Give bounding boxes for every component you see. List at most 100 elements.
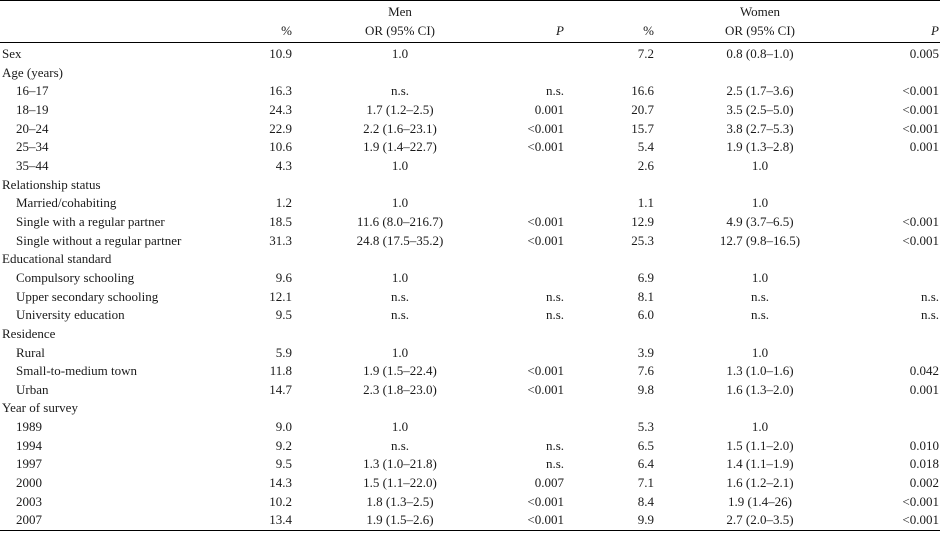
men-or-cell: 1.0 [391, 344, 409, 360]
header-blank [500, 1, 568, 22]
header-women-pct: % [568, 21, 662, 43]
table-row: Rural 5.9 1.0 3.9 1.0 [0, 344, 940, 363]
men-or-cell: 2.2 (1.6–23.1) [363, 120, 437, 136]
table-row: 18–19 24.3 1.7 (1.2–2.5) 0.001 20.7 3.5 (2.5–… [0, 101, 940, 120]
men-percent-cell [236, 176, 300, 195]
men-or-cell [300, 176, 500, 195]
table-row: 35–44 4.3 1.0 2.6 1.0 [0, 157, 940, 176]
men-percent-cell: 9.5 [275, 456, 292, 472]
men-percent-cell: 18.5 [269, 213, 292, 229]
men-percent-cell: 14.3 [269, 475, 292, 491]
men-or-cell [300, 325, 500, 344]
men-p-cell: <0.001 [527, 363, 564, 379]
men-percent-cell: 10.9 [269, 45, 292, 61]
men-percent-cell: 14.7 [269, 381, 292, 397]
men-percent-cell: 10.2 [269, 493, 292, 509]
women-or-cell: 4.9 (3.7–6.5) [726, 213, 794, 229]
women-or-cell: n.s. [750, 288, 770, 304]
row-label: Single with a regular partner [16, 213, 165, 229]
header-blank [858, 1, 940, 22]
women-p-cell [858, 399, 940, 418]
men-p-cell [500, 64, 568, 83]
men-or-cell: n.s. [390, 437, 410, 453]
women-percent-cell [568, 325, 662, 344]
men-p-cell: <0.001 [527, 232, 564, 248]
women-p-cell [858, 250, 940, 269]
women-p-cell: <0.001 [902, 493, 939, 509]
women-or-cell: 0.8 (0.8–1.0) [726, 45, 794, 61]
women-percent-cell: 16.6 [631, 83, 654, 99]
row-label: 2000 [16, 475, 42, 491]
women-or-cell [662, 250, 858, 269]
row-label: 16–17 [16, 83, 49, 99]
men-percent-cell: 10.6 [269, 139, 292, 155]
men-or-cell: 1.9 (1.5–2.6) [300, 511, 500, 532]
women-or-cell: 1.4 (1.1–1.9) [726, 456, 794, 472]
men-percent-cell [236, 250, 300, 269]
women-or-cell [662, 176, 858, 195]
men-percent-cell [236, 64, 300, 83]
men-p-cell: n.s. [545, 307, 564, 323]
row-label: Educational standard [2, 251, 112, 267]
women-percent-cell: 3.9 [637, 344, 654, 360]
women-percent-cell: 25.3 [631, 232, 654, 248]
women-p-cell [858, 344, 940, 363]
women-p-cell [858, 64, 940, 83]
women-or-cell: 3.8 (2.7–5.3) [726, 120, 794, 136]
table-row: 20–24 22.9 2.2 (1.6–23.1) <0.001 15.7 3.8 (2.… [0, 120, 940, 139]
header-group-row: Men Women [0, 0, 940, 22]
men-percent-cell [236, 325, 300, 344]
men-or-cell: 1.9 (1.4–22.7) [363, 139, 437, 155]
men-p-cell [500, 176, 568, 195]
women-percent-cell: 5.3 [637, 419, 654, 435]
women-or-cell: 12.7 (9.8–16.5) [719, 232, 801, 248]
header-men-p: P [500, 21, 568, 43]
women-percent-cell: 15.7 [631, 120, 654, 136]
women-or-cell: 1.9 (1.4–26) [728, 493, 792, 509]
women-percent-cell: 8.1 [637, 288, 654, 304]
men-percent-cell: 31.3 [269, 232, 292, 248]
row-label: Relationship status [2, 176, 101, 192]
men-or-cell [300, 399, 500, 418]
table-row: Educational standard [0, 250, 940, 269]
men-or-cell: 1.9 (1.5–22.4) [363, 363, 437, 379]
header-blank [568, 1, 662, 22]
women-percent-cell: 6.0 [637, 307, 654, 323]
row-label: 1989 [16, 419, 42, 435]
women-p-cell: 0.001 [909, 139, 939, 155]
men-p-cell: <0.001 [527, 493, 564, 509]
table-row: Married/cohabiting 1.2 1.0 1.1 1.0 [0, 194, 940, 213]
women-or-cell: 1.0 [751, 344, 769, 360]
women-percent-cell [568, 399, 662, 418]
women-percent-cell [568, 176, 662, 195]
row-label: 2007 [0, 511, 236, 532]
women-or-cell: 1.6 (1.3–2.0) [726, 381, 794, 397]
men-p-cell: <0.001 [527, 120, 564, 136]
men-percent-cell: 9.2 [275, 437, 292, 453]
women-percent-cell: 2.6 [637, 157, 654, 173]
men-p-cell: n.s. [545, 456, 564, 472]
row-label: Year of survey [2, 400, 78, 416]
women-percent-cell: 6.4 [637, 456, 654, 472]
men-or-cell: 1.5 (1.1–22.0) [363, 475, 437, 491]
row-label: Married/cohabiting [16, 195, 117, 211]
women-percent-cell [568, 64, 662, 83]
men-p-cell: 0.001 [534, 101, 564, 117]
header-blank [236, 1, 300, 22]
men-or-cell: n.s. [390, 83, 410, 99]
table-row: Sex 10.9 1.0 7.2 0.8 (0.8–1.0) 0.005 [0, 42, 940, 64]
men-percent-cell: 9.5 [275, 307, 292, 323]
women-or-cell: 1.3 (1.0–1.6) [726, 363, 794, 379]
women-percent-cell: 7.1 [637, 475, 654, 491]
women-percent-cell: 6.9 [637, 269, 654, 285]
table-row: 1994 9.2 n.s. n.s. 6.5 1.5 (1.1–2.0) 0.010 [0, 437, 940, 456]
men-or-cell: n.s. [390, 307, 410, 323]
table-row: Relationship status [0, 176, 940, 195]
men-or-cell [300, 64, 500, 83]
men-percent-cell: 16.3 [269, 83, 292, 99]
table-row: 25–34 10.6 1.9 (1.4–22.7) <0.001 5.4 1.9 (1.3… [0, 138, 940, 157]
row-label: 1997 [16, 456, 42, 472]
men-or-cell: 1.0 [391, 269, 409, 285]
women-or-cell: 1.9 (1.3–2.8) [726, 139, 794, 155]
table-body: Sex 10.9 1.0 7.2 0.8 (0.8–1.0) 0.005 Age (year… [0, 42, 940, 532]
